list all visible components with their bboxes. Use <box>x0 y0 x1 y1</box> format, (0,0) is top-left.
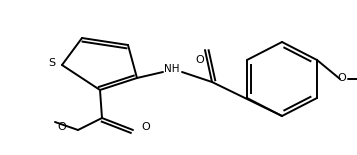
Text: O: O <box>338 73 346 83</box>
Text: O: O <box>196 55 204 65</box>
Text: S: S <box>49 58 56 68</box>
Text: O: O <box>141 122 150 132</box>
Text: NH: NH <box>164 64 180 74</box>
Text: O: O <box>57 122 66 132</box>
